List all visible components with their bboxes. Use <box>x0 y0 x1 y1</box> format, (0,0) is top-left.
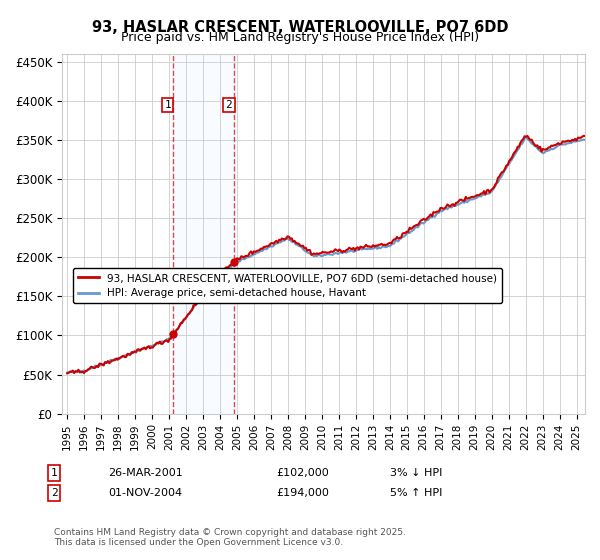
Text: 3% ↓ HPI: 3% ↓ HPI <box>390 468 442 478</box>
Text: £194,000: £194,000 <box>276 488 329 498</box>
Text: Price paid vs. HM Land Registry's House Price Index (HPI): Price paid vs. HM Land Registry's House … <box>121 31 479 44</box>
Bar <box>173 54 234 414</box>
Text: 01-NOV-2004: 01-NOV-2004 <box>108 488 182 498</box>
Legend: 93, HASLAR CRESCENT, WATERLOOVILLE, PO7 6DD (semi-detached house), HPI: Average : 93, HASLAR CRESCENT, WATERLOOVILLE, PO7 … <box>73 268 502 304</box>
Text: 26-MAR-2001: 26-MAR-2001 <box>108 468 183 478</box>
Text: 2: 2 <box>50 488 58 498</box>
Text: 93, HASLAR CRESCENT, WATERLOOVILLE, PO7 6DD: 93, HASLAR CRESCENT, WATERLOOVILLE, PO7 … <box>92 20 508 35</box>
Text: 2: 2 <box>226 100 232 110</box>
Text: 1: 1 <box>164 100 171 110</box>
Text: £102,000: £102,000 <box>276 468 329 478</box>
Text: 1: 1 <box>50 468 58 478</box>
Text: Contains HM Land Registry data © Crown copyright and database right 2025.
This d: Contains HM Land Registry data © Crown c… <box>54 528 406 547</box>
Text: 5% ↑ HPI: 5% ↑ HPI <box>390 488 442 498</box>
